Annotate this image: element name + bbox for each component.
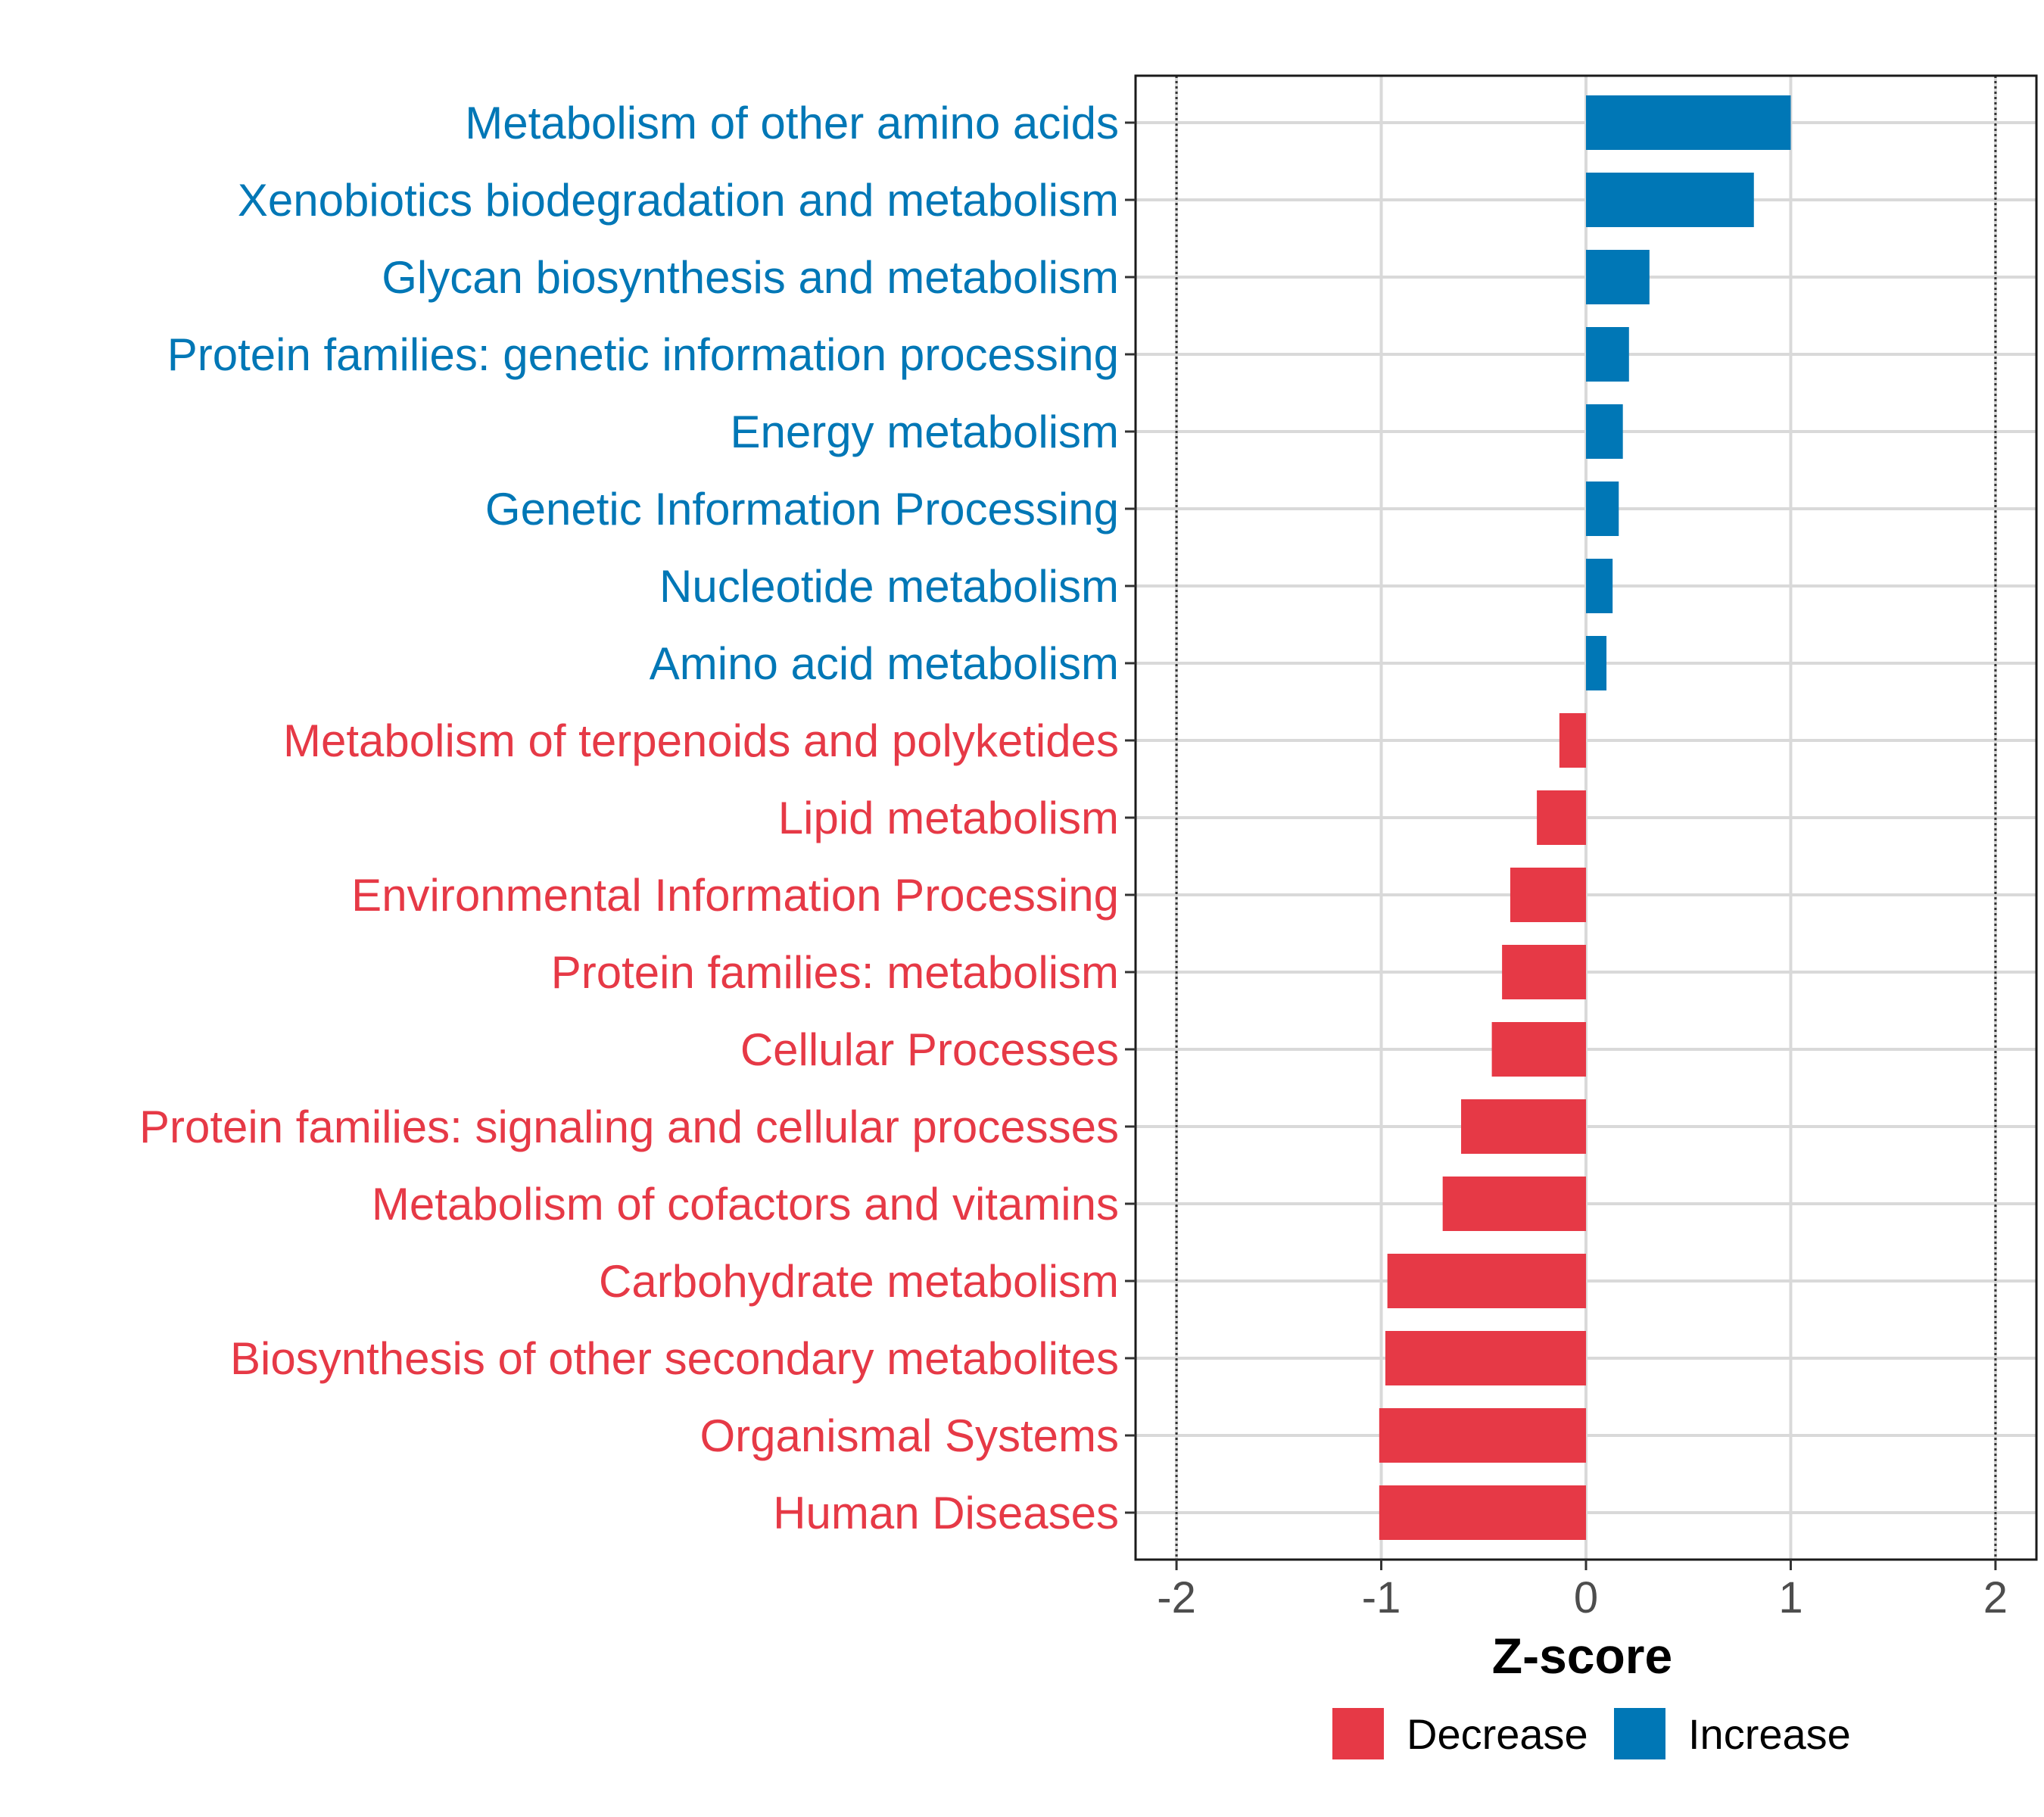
legend: Decrease Increase <box>1332 1708 1851 1759</box>
bar <box>1586 559 1613 613</box>
x-tick-label: 2 <box>1983 1573 2008 1622</box>
category-label: Metabolism of other amino acids <box>465 98 1119 148</box>
bar <box>1586 404 1623 459</box>
category-label: Cellular Processes <box>740 1024 1119 1075</box>
category-label: Amino acid metabolism <box>650 638 1119 689</box>
category-label: Organismal Systems <box>700 1410 1119 1461</box>
category-label: Metabolism of cofactors and vitamins <box>372 1179 1119 1230</box>
category-label: Environmental Information Processing <box>351 870 1119 921</box>
category-label: Nucleotide metabolism <box>659 561 1119 612</box>
bar <box>1586 250 1650 304</box>
bar <box>1586 173 1754 227</box>
x-tick-label: 1 <box>1778 1573 1803 1622</box>
bar <box>1586 636 1607 690</box>
category-label: Protein families: signaling and cellular… <box>139 1102 1119 1152</box>
legend-label: Decrease <box>1407 1710 1588 1758</box>
category-label: Glycan biosynthesis and metabolism <box>382 252 1119 303</box>
x-tick-label: -2 <box>1157 1573 1196 1622</box>
bar <box>1379 1408 1586 1463</box>
bar <box>1586 327 1629 382</box>
legend-label: Increase <box>1688 1710 1851 1758</box>
legend-swatch <box>1614 1708 1665 1759</box>
labels-layer: Metabolism of other amino acids Xenobioti… <box>139 98 2008 1622</box>
bar <box>1502 945 1586 999</box>
axis-layer <box>1125 74 2038 1570</box>
bar <box>1510 868 1586 922</box>
category-label: Genetic Information Processing <box>485 484 1119 535</box>
bar <box>1442 1177 1586 1231</box>
category-label: Protein families: genetic information pr… <box>167 329 1119 380</box>
bar <box>1559 713 1586 768</box>
x-tick-label: -1 <box>1362 1573 1401 1622</box>
bar <box>1387 1254 1586 1308</box>
category-label: Metabolism of terpenoids and polyketides <box>283 715 1119 766</box>
bar <box>1586 482 1619 536</box>
x-axis-title: Z-score <box>1492 1628 1672 1684</box>
category-label: Protein families: metabolism <box>551 947 1119 998</box>
category-label: Energy metabolism <box>730 407 1119 457</box>
category-label: Biosynthesis of other secondary metaboli… <box>230 1333 1119 1384</box>
x-tick-label: 0 <box>1574 1573 1598 1622</box>
bar <box>1537 790 1586 845</box>
bars-layer <box>1379 95 1791 1540</box>
category-label: Lipid metabolism <box>778 793 1119 843</box>
category-label: Carbohydrate metabolism <box>599 1256 1119 1307</box>
bar <box>1586 95 1791 150</box>
legend-swatch <box>1332 1708 1384 1759</box>
bar <box>1461 1099 1586 1154</box>
bar <box>1379 1485 1586 1540</box>
bar <box>1385 1331 1586 1385</box>
category-label: Human Diseases <box>773 1488 1119 1538</box>
bar <box>1491 1022 1586 1077</box>
category-label: Xenobiotics biodegradation and metabolis… <box>238 175 1119 226</box>
